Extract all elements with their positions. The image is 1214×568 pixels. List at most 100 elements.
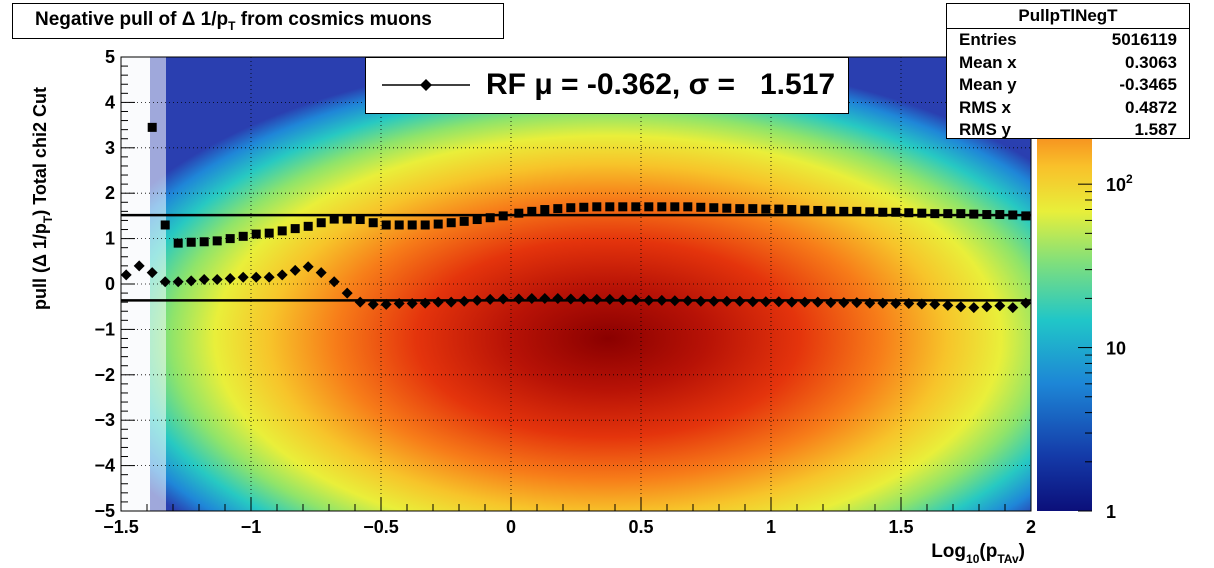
mean-point <box>864 297 876 309</box>
stats-row: Mean x 0.3063 <box>959 52 1177 72</box>
mean-point <box>445 296 457 308</box>
sigma-point <box>800 205 810 215</box>
y-tick-label: 3 <box>105 138 115 158</box>
sigma-point <box>485 213 495 223</box>
mean-point <box>393 298 405 310</box>
mean-point <box>526 293 538 305</box>
sigma-point <box>995 210 1005 220</box>
sigma-point <box>709 203 719 213</box>
mean-point <box>565 293 577 305</box>
stats-row: RMS y 1.587 <box>959 120 1177 140</box>
sigma-point <box>277 226 287 236</box>
mean-point <box>513 293 525 305</box>
mean-point <box>916 298 928 310</box>
legend-marker <box>382 79 470 91</box>
sigma-point <box>264 228 274 238</box>
mean-point <box>497 293 509 305</box>
mean-point <box>669 295 681 307</box>
mean-point <box>539 293 551 305</box>
mean-point <box>250 271 262 283</box>
mean-point <box>630 294 642 306</box>
mean-point <box>851 297 863 309</box>
mean-point <box>471 294 483 306</box>
sigma-point <box>943 209 953 219</box>
mean-point <box>955 301 967 313</box>
sigma-point <box>878 207 888 217</box>
mean-point <box>367 298 379 310</box>
sigma-point <box>186 237 196 247</box>
mean-point <box>812 296 824 308</box>
y-axis: −5 −4 −3 −2 −1 0 1 2 3 4 5 <box>94 47 135 521</box>
mean-point <box>224 273 236 285</box>
mean-point <box>786 296 798 308</box>
stats-row: Mean y -0.3465 <box>959 75 1177 95</box>
sigma-point <box>147 122 157 132</box>
mean-point <box>903 298 915 310</box>
y-tick-label: −5 <box>94 501 115 521</box>
sigma-point <box>238 231 248 241</box>
mean-point <box>942 299 954 311</box>
mean-point <box>825 297 837 309</box>
mean-point <box>1007 302 1019 314</box>
mean-point <box>484 293 496 305</box>
mean-point <box>406 298 418 310</box>
mean-point <box>341 287 353 299</box>
mean-point <box>617 294 629 306</box>
sigma-point <box>644 202 654 212</box>
x-tick-label: −0.5 <box>363 517 399 537</box>
sigma-point <box>657 202 667 212</box>
sigma-point <box>917 208 927 218</box>
mean-point <box>643 294 655 306</box>
y-tick-label: −1 <box>94 319 115 339</box>
sigma-point <box>839 206 849 216</box>
mean-point <box>419 297 431 309</box>
sigma-point <box>540 205 550 215</box>
mean-point <box>1020 297 1032 309</box>
sigma-point <box>290 224 300 234</box>
sigma-point <box>956 209 966 219</box>
y-tick-label: 0 <box>105 274 115 294</box>
sigma-point <box>420 220 430 230</box>
mean-series <box>120 260 1032 314</box>
mean-point <box>708 295 720 307</box>
mean-point <box>354 296 366 308</box>
sigma-point <box>553 204 563 214</box>
mean-point <box>315 267 327 279</box>
mean-point <box>432 296 444 308</box>
sigma-point <box>631 202 641 212</box>
mean-point <box>185 275 197 287</box>
sigma-point <box>472 215 482 225</box>
mean-point <box>578 293 590 305</box>
mean-point <box>289 264 301 276</box>
sigma-point <box>368 218 378 228</box>
sigma-point <box>329 214 339 224</box>
x-tick-label: 2 <box>1026 517 1036 537</box>
mean-point <box>773 296 785 308</box>
sigma-point <box>735 204 745 214</box>
mean-point <box>747 296 759 308</box>
sigma-point <box>969 209 979 219</box>
sigma-point <box>566 203 576 213</box>
mean-point <box>968 302 980 314</box>
mean-point <box>994 300 1006 312</box>
mean-point <box>591 293 603 305</box>
z-tick-label: 102 <box>1106 172 1133 195</box>
x-axis: −1.5 −1 −0.5 0 0.5 1 1.5 2 <box>103 497 1036 537</box>
title-box: Negative pull of Δ 1/pT from cosmics muo… <box>12 3 504 39</box>
z-tick-label: 10 <box>1106 339 1126 359</box>
sigma-point <box>826 206 836 216</box>
sigma-point <box>787 205 797 215</box>
chart-title: Negative pull of Δ 1/pT from cosmics muo… <box>35 9 432 33</box>
sigma-point <box>316 218 326 228</box>
sigma-point <box>891 207 901 217</box>
sigma-point <box>865 207 875 217</box>
mean-point <box>734 295 746 307</box>
x-tick-label: −1.5 <box>103 517 139 537</box>
x-tick-label: 0.5 <box>628 517 653 537</box>
sigma-point <box>381 220 391 230</box>
y-tick-label: 4 <box>105 92 115 112</box>
sigma-point <box>774 204 784 214</box>
sigma-point <box>1008 210 1018 220</box>
stats-row: RMS x 0.4872 <box>959 97 1177 117</box>
